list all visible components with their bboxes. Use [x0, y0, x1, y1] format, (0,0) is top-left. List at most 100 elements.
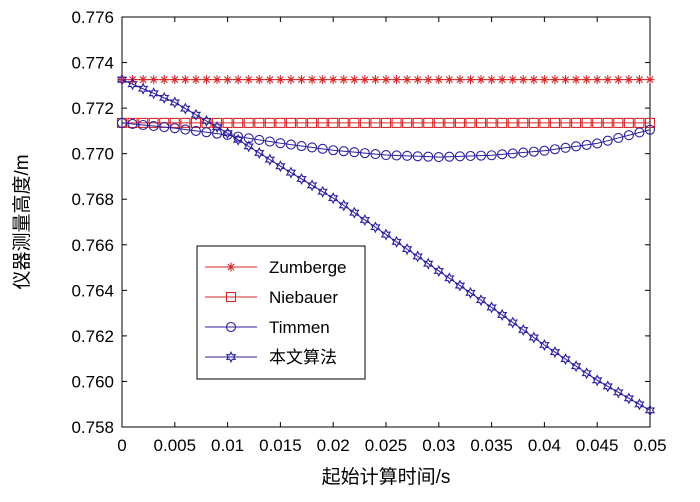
data-point [486, 150, 497, 161]
data-point [233, 117, 244, 128]
data-point [465, 286, 476, 299]
data-point [561, 75, 571, 85]
data-point [412, 151, 423, 162]
data-point [116, 73, 128, 86]
data-point [180, 117, 191, 128]
data-point [539, 338, 550, 352]
data-point [338, 146, 349, 157]
data-point [127, 118, 138, 130]
data-point [380, 117, 392, 128]
data-point [222, 127, 233, 140]
data-point [581, 367, 592, 380]
data-point [644, 404, 656, 417]
data-point [444, 117, 455, 128]
data-point [169, 117, 180, 128]
data-point [317, 117, 328, 128]
data-point [359, 148, 370, 159]
y-tick-label: 0.776 [71, 8, 114, 27]
x-tick-label: 0.05 [633, 436, 666, 455]
data-point [507, 316, 518, 329]
data-point [127, 78, 138, 91]
x-tick-label: 0.015 [259, 436, 302, 455]
data-point [297, 75, 307, 85]
data-point [349, 75, 359, 85]
data-point [370, 75, 380, 85]
data-point [285, 139, 297, 150]
data-point [327, 192, 339, 205]
data-point [254, 117, 265, 128]
series-hexagram [116, 73, 656, 417]
data-point [433, 117, 444, 128]
data-point [444, 272, 455, 285]
data-point [254, 75, 264, 85]
data-point [591, 374, 603, 387]
data-point [116, 117, 128, 128]
data-point [243, 117, 254, 128]
data-point [528, 146, 539, 157]
data-point [603, 75, 613, 85]
data-point [138, 75, 148, 85]
data-point [338, 199, 349, 212]
data-point [190, 125, 201, 136]
data-point [487, 75, 497, 85]
data-point [465, 75, 475, 85]
data-point [180, 102, 191, 115]
data-point [391, 150, 402, 161]
data-point [307, 142, 318, 153]
legend-marker [225, 350, 237, 364]
data-point [265, 75, 275, 85]
data-point [413, 75, 423, 85]
x-tick-label: 0.035 [470, 436, 513, 455]
data-point [318, 75, 328, 85]
data-point [518, 117, 529, 128]
data-point [201, 127, 212, 138]
x-tick-label: 0 [117, 436, 126, 455]
data-point [518, 75, 528, 85]
data-point [169, 123, 180, 134]
data-point [254, 146, 265, 159]
legend-label: Timmen [269, 318, 330, 337]
data-point [529, 75, 539, 85]
data-point [264, 153, 276, 166]
data-point [402, 150, 413, 161]
data-point [560, 142, 571, 153]
data-point [339, 75, 349, 85]
series-line [121, 122, 651, 158]
data-point [349, 117, 360, 128]
data-point [223, 75, 233, 85]
data-point [201, 114, 212, 127]
x-tick-label: 0.04 [528, 436, 561, 455]
data-point [296, 117, 307, 128]
data-point [528, 331, 540, 344]
legend-label: 本文算法 [269, 348, 337, 367]
data-point [549, 346, 561, 359]
data-point [370, 117, 381, 128]
data-point [380, 149, 392, 161]
data-point [613, 117, 624, 128]
data-point [571, 117, 582, 128]
data-point [360, 75, 370, 85]
data-point [244, 75, 254, 85]
data-point [549, 144, 561, 155]
series-circle [116, 117, 656, 163]
data-point [433, 152, 444, 163]
y-tick-label: 0.764 [71, 281, 114, 300]
data-point [159, 91, 170, 104]
data-point [496, 308, 508, 321]
data-point [486, 117, 497, 128]
data-point [370, 149, 381, 160]
data-point [623, 130, 634, 141]
data-point [644, 124, 656, 135]
data-point [412, 117, 423, 128]
data-point [602, 117, 613, 128]
data-point [391, 117, 402, 128]
data-point [391, 235, 402, 248]
data-point [592, 117, 603, 128]
legend-marker [226, 262, 236, 272]
x-tick-label: 0.03 [422, 436, 455, 455]
data-point [518, 147, 529, 158]
data-point [486, 301, 497, 314]
data-point [623, 117, 634, 128]
data-point [138, 119, 149, 131]
